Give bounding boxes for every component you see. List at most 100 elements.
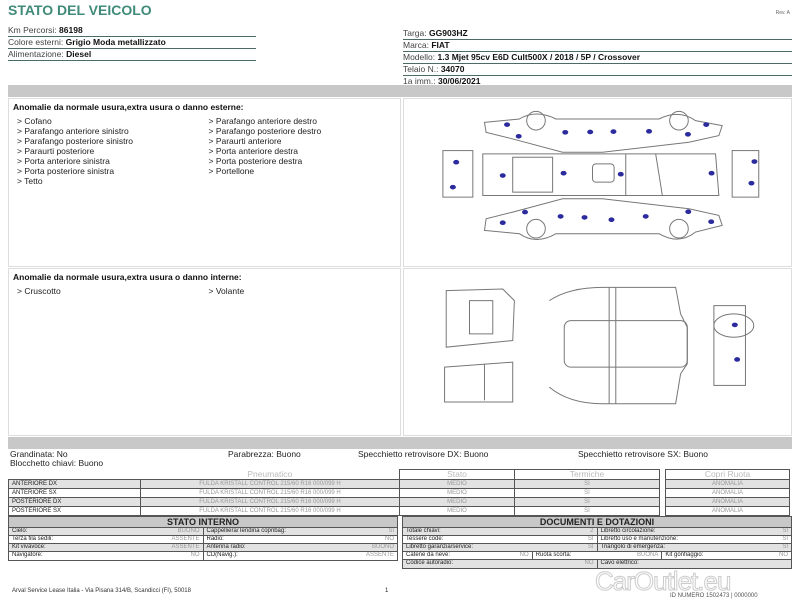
cell-label: Libretto garanzia/service: xyxy=(406,544,474,550)
interior-damage-panel: Anomalie da normale usura,extra usura o … xyxy=(8,268,401,436)
col-copri-ruota: Copri Ruota xyxy=(665,469,790,480)
table-row: Totale chiavi: 2 Libretto circolazione: SI xyxy=(403,528,791,536)
info-value: FIAT xyxy=(431,40,450,50)
cell-label: Radio: xyxy=(206,536,224,542)
cell-value: NO xyxy=(519,552,529,558)
tyre-stato: MEDIO xyxy=(399,506,515,516)
cell-value: ASSENTE xyxy=(365,552,394,558)
cell-value: BUONA xyxy=(637,552,659,558)
cell-value: NO xyxy=(584,560,594,566)
info-row: Marca: FIAT xyxy=(403,40,792,52)
cell-label: Navigatore: xyxy=(12,552,43,558)
damage-marker xyxy=(522,209,529,215)
info-row: Km Percorsi: 86198 xyxy=(8,25,256,37)
documenti-table: DOCUMENTI E DOTAZIONI Totale chiavi: 2 Libr… xyxy=(402,516,792,569)
cell-value: SI xyxy=(587,536,594,542)
info-value: 30/06/2021 xyxy=(437,76,481,86)
table-cell: Tessere code: SI xyxy=(403,536,598,543)
tyre-position: POSTERIORE DX xyxy=(8,497,141,507)
cell-value: BUONO xyxy=(177,528,200,534)
damage-marker xyxy=(610,129,617,134)
table-cell: Triangolo di emergenza: SI xyxy=(598,544,792,551)
stato-interno-table: STATO INTERNO Cielo: BUONO Cappelliera/Tend… xyxy=(8,516,398,561)
cell-label: Antenna radio: xyxy=(206,544,246,550)
tyre-stato: MEDIO xyxy=(399,479,515,489)
damage-item: > Tetto xyxy=(17,176,43,186)
exterior-diagram xyxy=(403,98,792,267)
tyre-row: ANTERIORE DX FULDA KRISTALL CONTROL 215/6… xyxy=(8,479,660,489)
damage-item: > Parafango posteriore destro xyxy=(208,126,322,136)
damage-marker xyxy=(617,171,624,177)
cell-value: 2 xyxy=(590,528,594,534)
damage-marker xyxy=(562,129,569,135)
damage-marker xyxy=(453,159,460,165)
damage-marker xyxy=(557,214,564,219)
cell-value: ASSENTE xyxy=(171,536,200,542)
table-cell: Cavo elettrico: xyxy=(598,560,792,568)
info-row: Targa: GG903HZ xyxy=(403,28,792,40)
info-label: Colore esterni: xyxy=(8,37,64,47)
cell-label: Tessere code: xyxy=(406,536,444,542)
info-row: Colore esterni: Grigio Moda metallizzato xyxy=(8,37,256,49)
damage-marker xyxy=(684,131,691,137)
cell-value: NO xyxy=(385,536,394,542)
damage-item: > Parafango anteriore sinistro xyxy=(17,126,129,136)
col-pneumatico: Pneumatico xyxy=(140,469,400,480)
table-cell: Libretto uso e manutenzione: SI xyxy=(598,536,792,543)
vehicle-info-right: Targa: GG903HZ Marca: FIAT Modello: 1.3 Mj… xyxy=(403,28,792,88)
cell-label: Libretto circolazione: xyxy=(600,528,656,534)
interior-diagram xyxy=(403,268,792,436)
divider-bar-2 xyxy=(8,437,792,449)
damage-item: > Paraurti posteriore xyxy=(17,146,95,156)
table-cell: Ruota scorta: BUONA xyxy=(533,552,663,559)
copri-ruota-table: Copri Ruota ANOMALIA ANOMALIA ANOMALIA ANOM… xyxy=(665,469,790,516)
damage-marker xyxy=(731,322,738,328)
table-row: Navigatore: NO CD(Navig.): ASSENTE xyxy=(9,552,397,560)
info-label: Km Percorsi: xyxy=(8,25,57,35)
damage-item: > Porta posteriore sinistra xyxy=(17,166,115,176)
cell-value: SI xyxy=(587,544,594,550)
tyre-row: ANTERIORE SX FULDA KRISTALL CONTROL 215/6… xyxy=(8,488,660,498)
damage-marker xyxy=(751,159,758,164)
cell-value: SI xyxy=(782,544,788,550)
info-value: 34070 xyxy=(440,64,465,74)
footer-address: Arval Service Lease Italia - Via Pisana … xyxy=(12,588,191,594)
tyre-row: POSTERIORE SX FULDA KRISTALL CONTROL 215/… xyxy=(8,506,660,516)
cell-label: Catene da neve: xyxy=(406,552,451,558)
info-value: 86198 xyxy=(59,25,83,35)
copri-ruota-value: ANOMALIA xyxy=(665,506,790,516)
tyre-termiche: SI xyxy=(514,497,660,507)
tyre-model: FULDA KRISTALL CONTROL 215/60 R16 000/09… xyxy=(140,479,400,489)
damage-marker xyxy=(703,122,710,127)
tyre-termiche: SI xyxy=(514,488,660,498)
cell-value: BUONO xyxy=(371,544,394,550)
table-cell: Kit vivavoce: ASSENTE xyxy=(9,544,204,551)
info-label: Telaio N.: xyxy=(403,64,439,74)
damage-item: > Paraurti anteriore xyxy=(208,136,282,146)
copri-ruota-value: ANOMALIA xyxy=(665,497,790,507)
tyre-termiche: SI xyxy=(514,479,660,489)
divider-bar xyxy=(8,85,792,97)
specchietto-dx: Specchietto retrovisore DX: Buono xyxy=(358,449,489,459)
damage-item: > Cruscotto xyxy=(17,286,61,296)
cell-label: Cavo elettrico: xyxy=(600,560,639,566)
table-row: Codice autoradio: NO Cavo elettrico: xyxy=(403,560,791,568)
tyre-table: Pneumatico Stato Termiche ANTERIORE DX FULD… xyxy=(8,469,660,516)
cell-value: NO xyxy=(779,552,789,558)
damage-item: > Cofano xyxy=(17,116,52,126)
damage-marker xyxy=(748,180,755,186)
table-cell: CD(Navig.): ASSENTE xyxy=(204,552,398,560)
tyre-position: POSTERIORE SX xyxy=(8,506,141,516)
interior-heading: Anomalie da normale usura,extra usura o … xyxy=(13,272,242,282)
info-value: GG903HZ xyxy=(429,28,468,38)
cell-label: Ruota scorta: xyxy=(535,552,572,558)
damage-marker xyxy=(642,214,649,219)
table-cell: Radio: NO xyxy=(204,536,398,543)
damage-marker xyxy=(560,170,567,176)
info-value: Diesel xyxy=(66,49,92,59)
table-cell: Antenna radio: BUONO xyxy=(204,544,398,551)
damage-item: > Portellone xyxy=(208,166,255,176)
cell-label: Totale chiavi: xyxy=(406,528,441,534)
interior-list-2: > Volante xyxy=(209,286,401,296)
table-cell: Cielo: BUONO xyxy=(9,528,204,535)
